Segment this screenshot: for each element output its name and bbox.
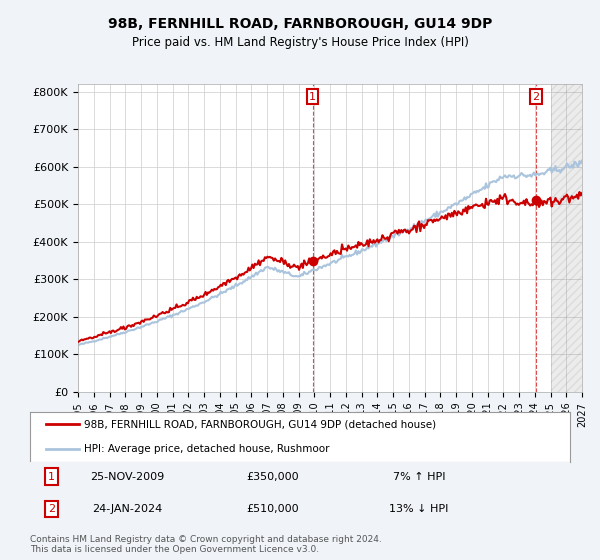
- Text: HPI: Average price, detached house, Rushmoor: HPI: Average price, detached house, Rush…: [84, 445, 329, 454]
- Text: 13% ↓ HPI: 13% ↓ HPI: [389, 504, 448, 514]
- Text: 2: 2: [48, 504, 55, 514]
- Text: 98B, FERNHILL ROAD, FARNBOROUGH, GU14 9DP: 98B, FERNHILL ROAD, FARNBOROUGH, GU14 9D…: [108, 17, 492, 31]
- Text: 98B, FERNHILL ROAD, FARNBOROUGH, GU14 9DP (detached house): 98B, FERNHILL ROAD, FARNBOROUGH, GU14 9D…: [84, 419, 436, 429]
- Text: 7% ↑ HPI: 7% ↑ HPI: [392, 472, 445, 482]
- Text: 24-JAN-2024: 24-JAN-2024: [92, 504, 163, 514]
- Text: 25-NOV-2009: 25-NOV-2009: [90, 472, 164, 482]
- Text: 1: 1: [309, 91, 316, 101]
- Text: 2: 2: [532, 91, 539, 101]
- Text: Price paid vs. HM Land Registry's House Price Index (HPI): Price paid vs. HM Land Registry's House …: [131, 36, 469, 49]
- Text: £350,000: £350,000: [247, 472, 299, 482]
- Text: 1: 1: [48, 472, 55, 482]
- Text: £510,000: £510,000: [247, 504, 299, 514]
- Text: Contains HM Land Registry data © Crown copyright and database right 2024.
This d: Contains HM Land Registry data © Crown c…: [30, 535, 382, 554]
